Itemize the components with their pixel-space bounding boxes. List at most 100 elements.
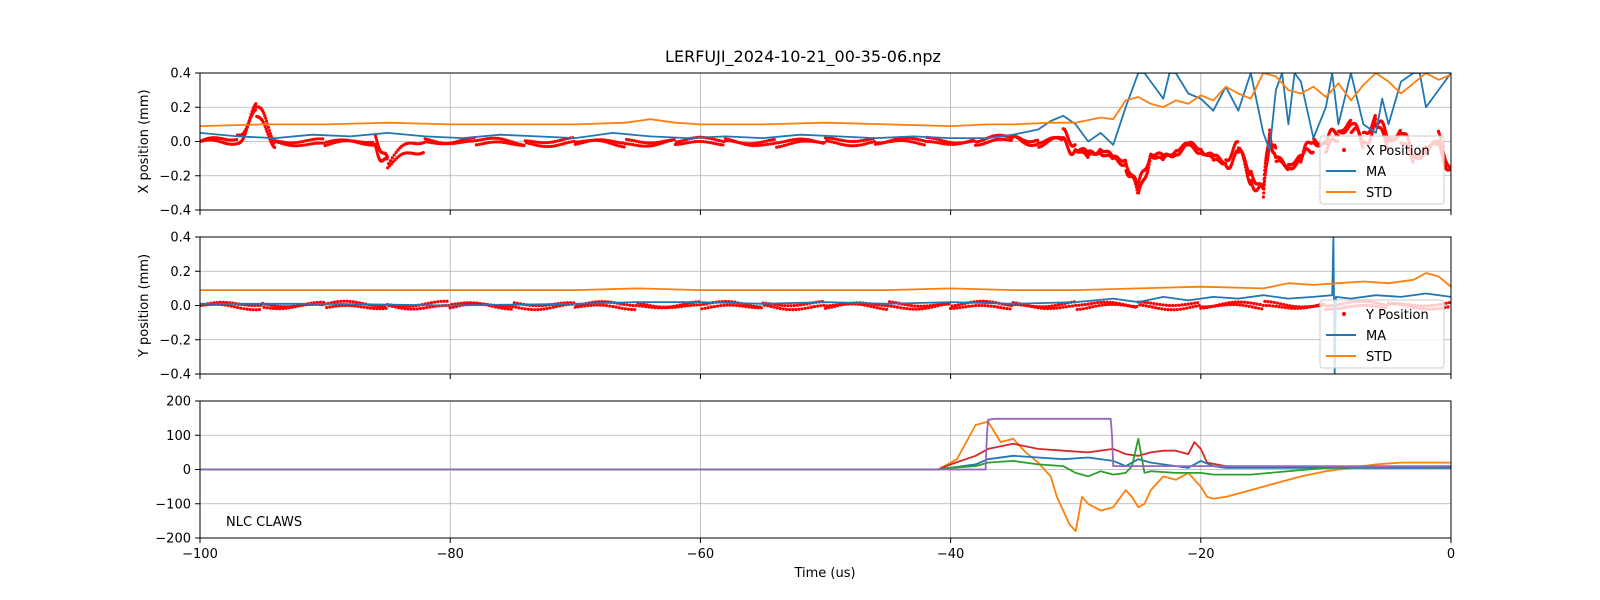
data-point [905, 307, 909, 311]
data-point [503, 307, 507, 311]
y-tick-label: 0.0 [170, 135, 191, 150]
data-point [1135, 305, 1139, 309]
data-point [949, 306, 953, 311]
data-point [763, 143, 768, 147]
data-point [1146, 301, 1150, 305]
data-point [385, 155, 389, 159]
data-point [263, 113, 267, 118]
y-tick-label: 100 [166, 429, 191, 444]
data-point [503, 138, 507, 142]
data-point [790, 141, 794, 145]
data-point [621, 141, 625, 145]
data-point [770, 138, 774, 142]
data-point [921, 138, 925, 143]
data-point [392, 153, 396, 157]
data-point [945, 140, 949, 144]
data-point [1245, 174, 1249, 178]
data-point [466, 139, 470, 143]
data-point [439, 299, 443, 304]
data-point [683, 141, 687, 145]
y-position-panel: −0.4 −0.2 0.0 0.2 0.4 Y position (mm) Y Posi… [137, 231, 1452, 383]
data-point [473, 139, 477, 143]
data-point [1274, 304, 1278, 308]
data-point [822, 141, 826, 145]
data-point [368, 140, 372, 145]
data-point [554, 304, 559, 309]
data-point [886, 304, 890, 308]
data-point [1194, 304, 1198, 308]
data-point [356, 304, 360, 308]
y-tick-label: −0.2 [159, 333, 191, 348]
data-point [1262, 183, 1266, 187]
data-point [920, 307, 925, 311]
data-point [273, 304, 277, 308]
data-point [1191, 305, 1195, 309]
data-point [715, 138, 719, 142]
data-point [477, 142, 481, 147]
data-point [1238, 303, 1242, 307]
data-point [938, 141, 943, 145]
data-point [523, 307, 527, 311]
data-point [1261, 303, 1265, 308]
data-point [325, 305, 329, 310]
data-point [268, 306, 272, 310]
data-point [950, 304, 954, 308]
data-point [780, 303, 784, 307]
data-point [1283, 306, 1287, 310]
data-point [1078, 307, 1082, 311]
data-point [374, 147, 378, 151]
data-point [1299, 160, 1303, 164]
data-point [611, 139, 615, 143]
data-point [823, 306, 828, 310]
data-point [589, 303, 593, 307]
data-point [520, 306, 524, 310]
data-point [955, 306, 959, 310]
data-point [722, 139, 726, 144]
data-point [463, 140, 467, 144]
data-point [478, 138, 482, 142]
data-point [232, 305, 237, 309]
data-point [1085, 306, 1089, 310]
data-point [848, 139, 853, 144]
data-point [265, 306, 269, 310]
data-point [558, 304, 562, 308]
data-point [394, 150, 398, 155]
data-point [1263, 172, 1267, 177]
data-point [1147, 304, 1151, 309]
data-point [720, 139, 724, 143]
data-point [922, 143, 926, 147]
data-point [304, 143, 308, 147]
data-point [766, 142, 770, 146]
data-point [334, 304, 338, 308]
data-point [302, 143, 306, 147]
data-point [791, 138, 795, 142]
data-point [616, 140, 620, 145]
data-point [827, 139, 831, 143]
data-point [268, 131, 272, 136]
data-point [883, 303, 887, 308]
x-tick-label: −100 [182, 547, 218, 562]
data-point [425, 306, 429, 310]
data-point [822, 303, 826, 307]
data-point [672, 138, 676, 142]
data-point [456, 301, 460, 306]
data-point [828, 136, 833, 140]
data-point [1186, 302, 1190, 306]
data-point [676, 142, 680, 146]
data-point [898, 306, 903, 310]
data-point [608, 304, 612, 308]
data-point [892, 305, 896, 309]
data-point [1177, 303, 1181, 307]
data-point [234, 137, 239, 142]
data-point [254, 102, 258, 106]
data-point [497, 140, 501, 144]
data-point [1150, 305, 1154, 309]
data-point [703, 306, 707, 310]
series-1-line [200, 441, 1451, 471]
data-point [305, 138, 310, 143]
data-point [502, 140, 506, 145]
data-point [499, 140, 504, 144]
data-point [1060, 302, 1064, 306]
data-point [959, 302, 964, 306]
